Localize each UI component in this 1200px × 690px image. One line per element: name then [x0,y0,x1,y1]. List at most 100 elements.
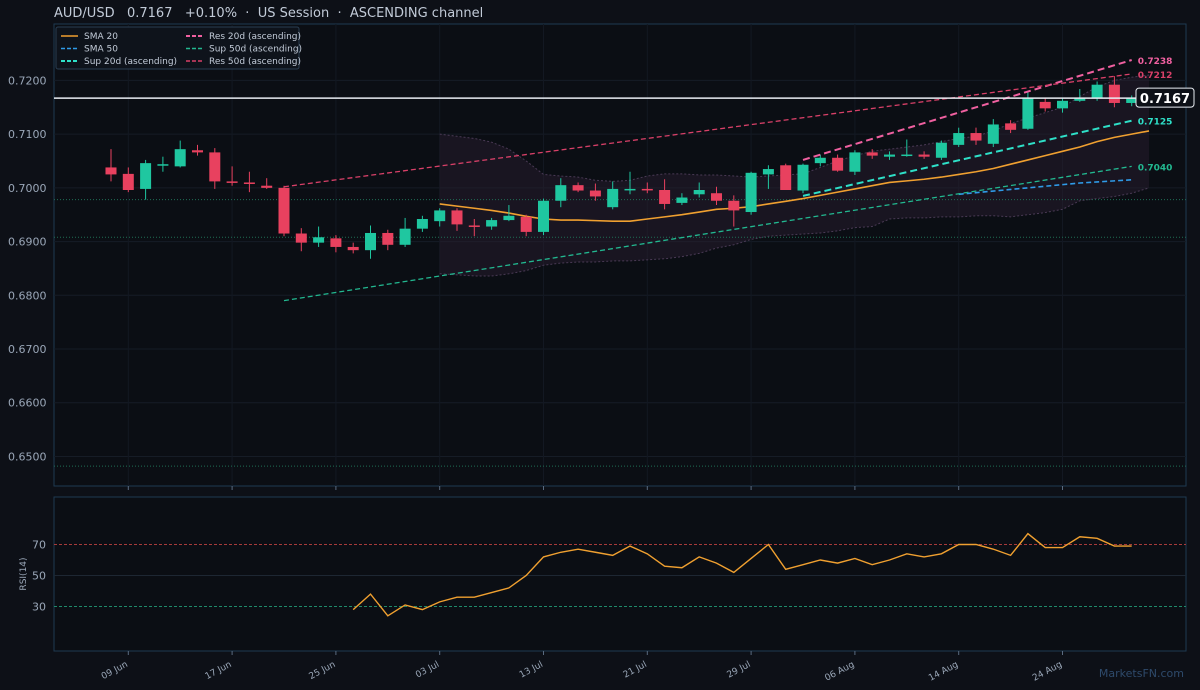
candle-14 [347,242,359,254]
candle-body [918,154,930,157]
price-tick-label: 0.6700 [8,343,47,356]
candle-18 [416,215,428,232]
price-tick-label: 0.7200 [8,74,47,87]
candle-body [1057,100,1068,109]
candle-body [1126,98,1138,103]
candle-body [1005,123,1017,130]
candle-32 [659,179,671,210]
candle-7 [226,166,238,186]
bollinger-fill [439,75,1149,276]
candle-20 [451,208,463,231]
candle-body [987,124,999,144]
candle-27 [572,182,584,193]
trendline-res50 [283,73,1132,188]
candle-body [468,225,480,227]
candle-body [832,157,844,171]
candle-body [762,169,774,175]
candle-43 [849,150,861,175]
candle-21 [468,219,480,237]
indicator-lines [439,130,1150,222]
rsi-line [352,532,1132,617]
candle-56 [1074,89,1086,102]
candle-4 [174,140,186,168]
candle-body [122,173,134,190]
candle-body [538,200,549,232]
candle-body [780,165,792,190]
candle-body [347,246,359,251]
candle-body [105,167,117,175]
rsi-tick-label: 50 [32,570,46,583]
candle-36 [728,195,740,227]
candle-body [174,149,186,167]
candles [105,76,1138,259]
candle-6 [209,148,221,189]
trendline-label-sup20: 0.7125 [1138,118,1173,128]
candle-body [728,200,740,211]
candle-41 [814,154,826,167]
candle-9 [261,178,273,189]
rsi-tick-label: 30 [32,601,46,614]
date-tick-label: 09 Jun [100,660,130,682]
candle-47 [918,151,930,159]
candle-body [140,163,152,189]
candle-39 [780,163,792,190]
candle-body [399,228,411,245]
candle-54 [1039,97,1051,112]
candle-17 [399,217,411,247]
candle-0 [105,149,117,182]
candle-29 [607,181,619,210]
candle-body [711,193,722,201]
candle-body [641,188,653,191]
candle-body [935,142,947,158]
date-tick-label: 17 Jun [204,660,234,682]
candle-body [555,185,567,201]
candle-38 [762,165,774,189]
candle-body [313,237,325,243]
bollinger-upper-line [439,74,1150,182]
candle-51 [987,119,999,148]
candle-35 [711,186,722,206]
trendline-label-res20: 0.7238 [1138,57,1173,67]
candle-50 [970,127,982,145]
candle-22 [486,217,498,230]
date-tick-label: 21 Jul [622,660,649,681]
candle-46 [901,139,913,157]
date-tick-label: 24 Aug [1031,660,1064,684]
candle-body [434,210,446,222]
price-tick-label: 0.6500 [8,450,47,463]
sma20-line [439,130,1150,222]
trendlines: 0.7238 0.7125 0.7212 0.7040 [283,57,1173,302]
date-tick-label: 13 Jul [518,660,545,681]
candle-body [849,152,861,172]
candle-body [157,164,169,166]
last-price-label: 0.7167 [1140,92,1190,107]
price-tick-label: 0.6800 [8,289,47,302]
candle-body [226,181,238,183]
candle-body [745,172,757,213]
candle-body [243,182,255,184]
legend-entry: Res 50d (ascending) [209,57,301,67]
candle-body [797,164,809,191]
grid [54,24,1186,486]
candle-16 [382,229,394,251]
candle-24 [520,214,532,237]
candle-33 [676,193,688,206]
date-tick-label: 29 Jul [726,660,753,681]
candle-12 [313,226,325,247]
candle-body [1091,84,1103,98]
candle-body [209,152,221,182]
price-tick-label: 0.7100 [8,128,47,141]
candle-body [295,233,307,243]
legend-box [55,26,300,70]
candle-5 [192,144,203,156]
watermark: MarketsFN.com [1098,667,1184,680]
candle-body [520,216,532,232]
candle-body [607,188,619,208]
legend: SMA 20 SMA 50 Sup 20d (ascending) Res 20d (… [55,26,302,70]
candle-body [365,232,376,251]
candle-26 [555,178,567,208]
rsi-axis: 70 50 30 RSI(14) [19,539,46,614]
bollinger-lower-line [439,187,1150,277]
candle-body [192,150,203,153]
